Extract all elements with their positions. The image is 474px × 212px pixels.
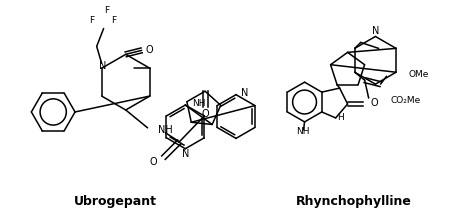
Text: CO₂Me: CO₂Me bbox=[391, 96, 421, 105]
Text: F: F bbox=[104, 6, 109, 15]
Text: O: O bbox=[146, 45, 154, 55]
Text: F: F bbox=[111, 16, 116, 25]
Text: N: N bbox=[99, 61, 106, 71]
Text: NH: NH bbox=[296, 127, 310, 136]
Text: O: O bbox=[371, 98, 378, 108]
Text: N: N bbox=[182, 149, 189, 159]
Text: O: O bbox=[150, 157, 157, 167]
Text: NH: NH bbox=[192, 99, 205, 108]
Text: NH: NH bbox=[157, 125, 172, 135]
Text: F: F bbox=[89, 16, 94, 25]
Text: Ubrogepant: Ubrogepant bbox=[74, 195, 157, 208]
Text: OMe: OMe bbox=[409, 70, 429, 79]
Text: N: N bbox=[372, 26, 379, 36]
Text: N: N bbox=[241, 88, 248, 98]
Text: Rhynchophylline: Rhynchophylline bbox=[296, 195, 412, 208]
Text: O: O bbox=[201, 109, 209, 119]
Text: H: H bbox=[337, 113, 344, 122]
